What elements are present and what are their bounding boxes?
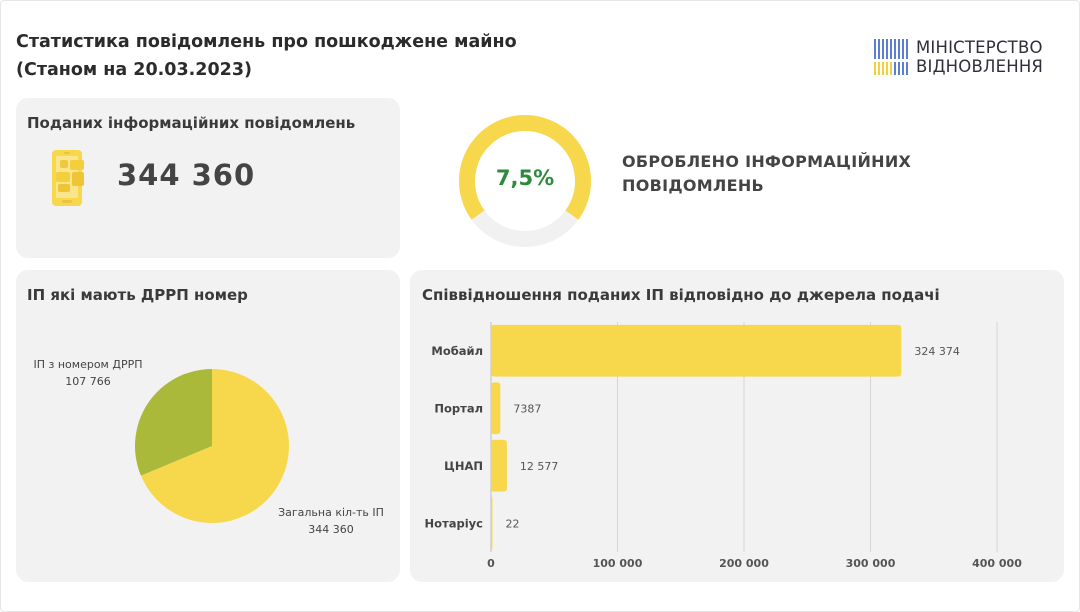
page-title-line2: (Станом на 20.03.2023) (16, 60, 253, 80)
bar-value-label: 7387 (513, 402, 541, 415)
bar-3 (491, 497, 493, 550)
pie-chart (135, 369, 289, 523)
ministry-stripes-logo-icon (874, 39, 908, 75)
bar-category-label: Мобайл (431, 344, 483, 358)
bar-tick-label: 300 000 (846, 557, 896, 570)
pie-slice-total (140, 369, 289, 523)
page-title-line1: Статистика повідомлень про пошкоджене ма… (16, 32, 517, 52)
bar-value-label: 22 (506, 517, 520, 530)
donut-arc (459, 115, 591, 220)
submitted-value: 344 360 (117, 158, 256, 192)
bar-value-label: 324 374 (914, 345, 960, 358)
pie-label-total: Загальна кіл-ть ІП 344 360 (266, 504, 396, 538)
bar-0 (491, 324, 902, 377)
bar-1 (491, 382, 501, 435)
bar-category-label: ЦНАП (444, 459, 483, 473)
bar-value-label: 12 577 (520, 460, 559, 473)
page-title: Статистика повідомлень про пошкоджене ма… (16, 28, 517, 84)
processed-label-line2: ПОВІДОМЛЕНЬ (622, 176, 765, 195)
pie-label-total-name: Загальна кіл-ть ІП (278, 506, 384, 519)
submitted-card-title: Поданих інформаційних повідомлень (27, 114, 356, 132)
pie-slice-drrp (135, 369, 212, 476)
bar-category-label: Нотаріус (425, 516, 484, 530)
smartphone-icon (52, 150, 84, 206)
processed-label: ОБРОБЛЕНО ІНФОРМАЦІЙНИХ ПОВІДОМЛЕНЬ (622, 150, 911, 198)
bar-tick-label: 200 000 (719, 557, 769, 570)
processed-label-line1: ОБРОБЛЕНО ІНФОРМАЦІЙНИХ (622, 152, 912, 171)
bar-card-title: Співвідношення поданих ІП відповідно до … (422, 286, 940, 304)
bar-tick-label: 0 (487, 557, 495, 570)
pie-label-total-value: 344 360 (308, 523, 354, 536)
bar-2 (491, 439, 507, 492)
logo-line2: ВІДНОВЛЕННЯ (916, 57, 1044, 76)
processed-percent: 7,5% (495, 166, 555, 190)
processed-donut (459, 115, 591, 247)
bar-tick-label: 400 000 (972, 557, 1022, 570)
bar-category-label: Портал (434, 401, 483, 415)
bar-chart: 0 100 000 200 000 300 000 400 000 Мобайл 324 3… (425, 322, 1022, 570)
pie-card-title: ІП які мають ДРРП номер (27, 286, 248, 304)
logo-text: МІНІСТЕРСТВО ВІДНОВЛЕННЯ (916, 38, 1043, 76)
logo-line1: МІНІСТЕРСТВО (916, 38, 1043, 57)
bar-tick-label: 100 000 (593, 557, 643, 570)
ministry-logo: МІНІСТЕРСТВО ВІДНОВЛЕННЯ (874, 38, 1074, 78)
pie-label-drrp-value: 107 766 (65, 375, 111, 388)
pie-label-drrp: ІП з номером ДРРП 107 766 (26, 356, 150, 390)
bar-card (410, 270, 1064, 582)
pie-label-drrp-name: ІП з номером ДРРП (33, 358, 143, 371)
